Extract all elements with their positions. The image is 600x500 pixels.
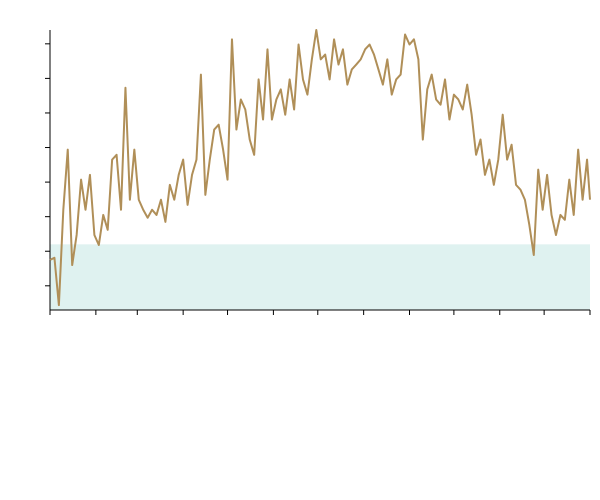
data-line bbox=[49, 29, 591, 307]
shaded-band bbox=[50, 244, 590, 310]
